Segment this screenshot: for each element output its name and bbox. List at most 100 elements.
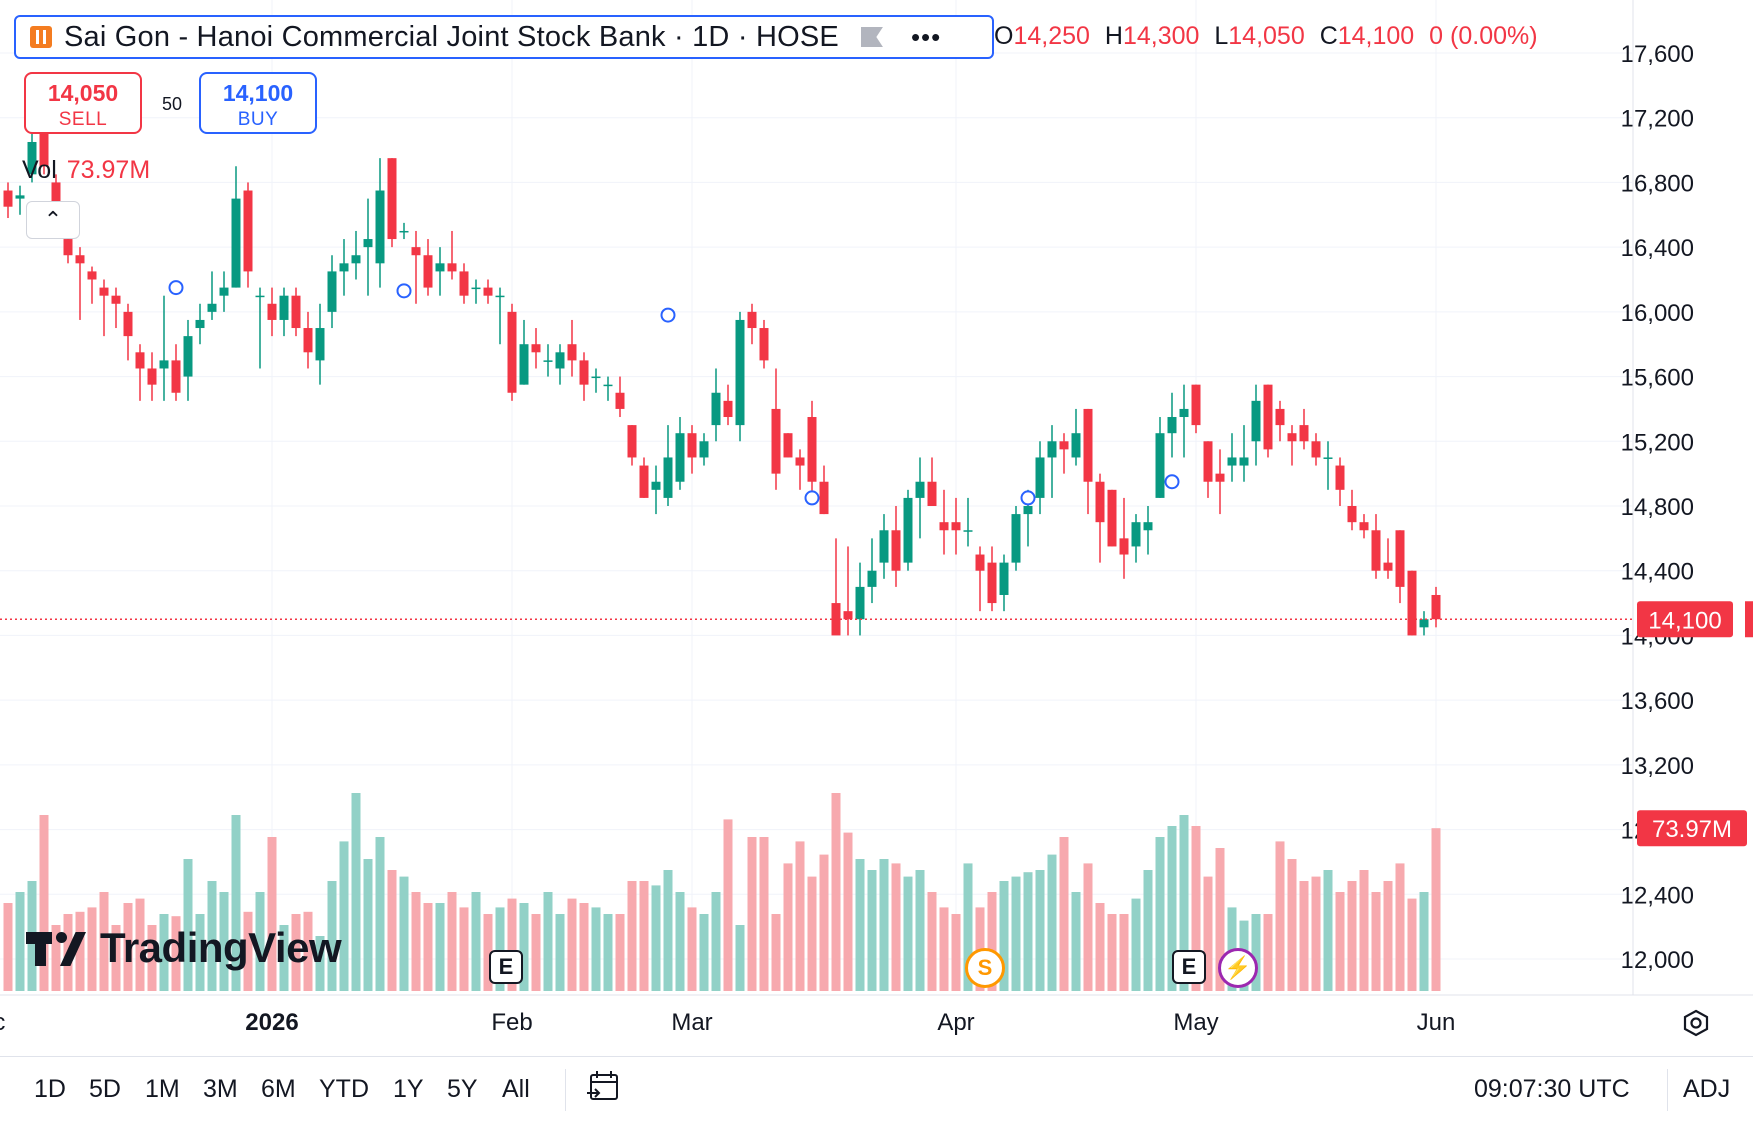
volume-bar: [783, 863, 793, 991]
axis-settings-icon[interactable]: [1681, 1008, 1711, 1038]
candle-body: [279, 295, 289, 320]
candle-body: [1287, 433, 1297, 442]
volume-bar: [255, 892, 265, 991]
volume-bar: [615, 914, 625, 991]
volume-bar: [1119, 914, 1129, 991]
volume-bar: [1155, 837, 1165, 991]
volume-bar: [159, 914, 169, 991]
candle-body: [447, 263, 457, 272]
price-chart[interactable]: 12,00012,40012,80013,20013,60014,00014,4…: [0, 0, 1753, 1056]
volume-bar: [195, 914, 205, 991]
timeframe-5d[interactable]: 5D: [89, 1075, 121, 1103]
sell-price: 14,050: [47, 80, 119, 106]
candle-body: [375, 190, 385, 264]
candle-body: [1107, 489, 1117, 547]
change-value: 0 (0.00%): [1429, 22, 1538, 50]
flag-icon[interactable]: [860, 27, 883, 47]
volume-bar: [1275, 841, 1285, 991]
candle-body: [219, 287, 229, 296]
volume-bar: [387, 870, 397, 991]
timeframe-1y[interactable]: 1Y: [393, 1075, 424, 1103]
candle-body: [1095, 481, 1105, 523]
candle-body: [1143, 522, 1153, 531]
candle-body: [3, 190, 13, 207]
candle-body: [15, 195, 25, 199]
volume-bar: [663, 870, 673, 991]
volume-bar: [207, 881, 217, 991]
volume-legend[interactable]: Vol 73.97M: [22, 156, 150, 185]
volume-bar: [1311, 876, 1321, 991]
symbol-header[interactable]: Sai Gon - Hanoi Commercial Joint Stock B…: [14, 15, 994, 59]
volume-bar: [1059, 837, 1069, 991]
candle-body: [507, 311, 517, 393]
adjust-button[interactable]: ADJ: [1683, 1075, 1731, 1103]
volume-bar: [219, 892, 229, 991]
more-options-icon[interactable]: •••: [910, 22, 942, 52]
candle-body: [1167, 417, 1177, 434]
price-tick-label: 14,800: [1621, 494, 1694, 521]
volume-bar: [831, 793, 841, 991]
timeframe-1d[interactable]: 1D: [34, 1075, 66, 1103]
candle-body: [399, 230, 409, 233]
volume-bar: [51, 925, 61, 991]
candle-body: [351, 255, 361, 264]
timeframe-3m[interactable]: 3M: [203, 1075, 238, 1103]
buy-button[interactable]: 14,100 BUY: [199, 72, 317, 134]
volume-bar: [411, 892, 421, 991]
date-range-calendar-icon[interactable]: [585, 1069, 621, 1105]
candle-body: [1239, 457, 1249, 466]
clock-time[interactable]: 09:07:30 UTC: [1474, 1075, 1630, 1103]
price-tick-label: 15,600: [1621, 365, 1694, 392]
collapse-legend-button[interactable]: ⌃: [26, 201, 80, 239]
candle-body: [639, 465, 649, 498]
candle-body: [1347, 506, 1357, 523]
sell-button[interactable]: 14,050 SELL: [24, 72, 142, 134]
split-event-icon[interactable]: ⚡: [1218, 948, 1258, 988]
candle-body: [207, 303, 217, 312]
timeframe-all[interactable]: All: [502, 1075, 530, 1103]
candle-body: [855, 586, 865, 620]
symbol-title[interactable]: Sai Gon - Hanoi Commercial Joint Stock B…: [64, 20, 839, 53]
volume-bar: [915, 870, 925, 991]
candle-body: [1203, 441, 1213, 482]
price-tick-label: 17,600: [1621, 41, 1694, 68]
open-label: O: [994, 22, 1014, 50]
candle-body: [915, 481, 925, 498]
last-price-tag: [1637, 601, 1733, 638]
volume-bar: [795, 841, 805, 991]
volume-bar: [39, 815, 49, 991]
candle-body: [1383, 562, 1393, 571]
volume-bar: [447, 892, 457, 991]
candle-body: [363, 239, 373, 248]
earnings-event-icon-may[interactable]: E: [1172, 950, 1206, 984]
candle-body: [183, 336, 193, 377]
volume-bar: [267, 837, 277, 991]
candle-body: [663, 457, 673, 498]
price-axis[interactable]: 12,00012,40012,80013,20013,60014,00014,4…: [1621, 0, 1694, 995]
candle-body: [39, 125, 49, 167]
volume-bar: [315, 936, 325, 991]
dividend-event-icon[interactable]: S: [965, 948, 1005, 988]
timeframe-6m[interactable]: 6M: [261, 1075, 296, 1103]
time-axis[interactable]: Dec 2026 Feb Mar Apr May Jun: [0, 994, 1753, 1036]
volume-bar: [1407, 898, 1417, 991]
candle-body: [495, 295, 505, 298]
price-tick-label: 17,200: [1621, 106, 1694, 133]
earnings-event-icon[interactable]: E: [489, 950, 523, 984]
candle-body: [1359, 522, 1369, 531]
timeframe-1m[interactable]: 1M: [145, 1075, 180, 1103]
volume-bar: [747, 837, 757, 991]
candle-body: [99, 287, 109, 296]
candle-body: [63, 239, 73, 256]
volume-bar: [351, 793, 361, 991]
volume-bar: [519, 903, 529, 991]
candle-body: [879, 530, 889, 563]
timeframe-ytd[interactable]: YTD: [319, 1075, 369, 1103]
volume-bar: [1071, 892, 1081, 991]
volume-bar: [147, 925, 157, 991]
timeframe-5y[interactable]: 5Y: [447, 1075, 478, 1103]
price-tick-label: 16,800: [1621, 170, 1694, 197]
watermark-text: TradingView: [100, 924, 342, 971]
volume-bar: [891, 863, 901, 991]
candle-body: [1131, 522, 1141, 547]
